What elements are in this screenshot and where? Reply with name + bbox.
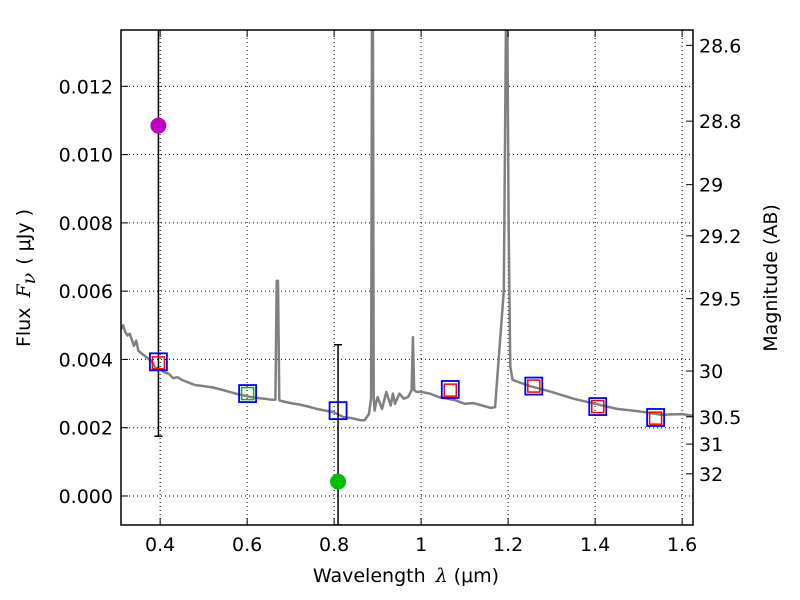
magnitude-tick-label: 29 [699, 175, 723, 197]
observed-photometry-square [240, 386, 255, 401]
magnitude-tick-label: 28.6 [699, 35, 741, 57]
x-tick-label: 1.4 [580, 534, 610, 556]
data-layer [121, 30, 693, 525]
magnitude-tick-label: 29.2 [699, 226, 741, 248]
y-tick-label: 0.008 [59, 213, 113, 235]
observed-photometry-square [151, 356, 166, 370]
x-tick-label: 1.6 [667, 534, 697, 556]
magnitude-tick-label: 29.5 [699, 289, 741, 311]
observed-photometry-square [648, 411, 663, 425]
model-photometry-square [238, 384, 257, 403]
y-tick-label: 0.000 [59, 486, 113, 508]
magnitude-tick-label: 31 [699, 434, 723, 456]
x-tick-label: 1.2 [493, 534, 523, 556]
x-tick-label: 0.4 [145, 534, 175, 556]
magnitude-tick-label: 30.5 [699, 407, 741, 429]
ticks: 0.4 0.6 0.8 1 1.2 1.4 1.6 0.000 0.002 0.004 0.006 0… [59, 30, 741, 556]
grid [121, 30, 693, 525]
x-tick-label: 0.6 [232, 534, 262, 556]
plot-frame [120, 29, 694, 526]
model-spectrum-line [121, 30, 693, 422]
y-tick-label: 0.012 [59, 76, 113, 98]
magnitude-tick-label: 32 [699, 464, 723, 486]
x-tick-label: 0.8 [319, 534, 349, 556]
observed-photometry-square [527, 379, 541, 393]
model-photometry-square [440, 380, 460, 399]
measurement-point [330, 473, 347, 490]
magnitude-tick-label: 30 [699, 361, 723, 383]
model-photometry-square [646, 408, 665, 427]
observed-photometry-square [443, 383, 458, 397]
y-tick-label: 0.004 [59, 349, 113, 371]
model-photometry-square [149, 352, 168, 372]
model-photometry-square [588, 397, 608, 416]
y2-axis-label: Magnitude (AB) [760, 204, 782, 352]
y-tick-label: 0.006 [59, 281, 113, 303]
model-photometry-square [524, 376, 544, 396]
y-axis-label: FluxFν( μJy ) [13, 209, 40, 347]
measurement-point [150, 117, 167, 134]
model-photometry-square [328, 401, 348, 421]
observed-photometry-square [590, 399, 605, 414]
magnitude-tick-label: 28.8 [699, 111, 741, 133]
x-tick-label: 1 [415, 534, 427, 556]
y-tick-label: 0.010 [59, 145, 113, 167]
x-axis-label: Wavelength λ (μm) [313, 565, 499, 587]
plot-area [121, 30, 693, 525]
y-tick-label: 0.002 [59, 418, 113, 440]
